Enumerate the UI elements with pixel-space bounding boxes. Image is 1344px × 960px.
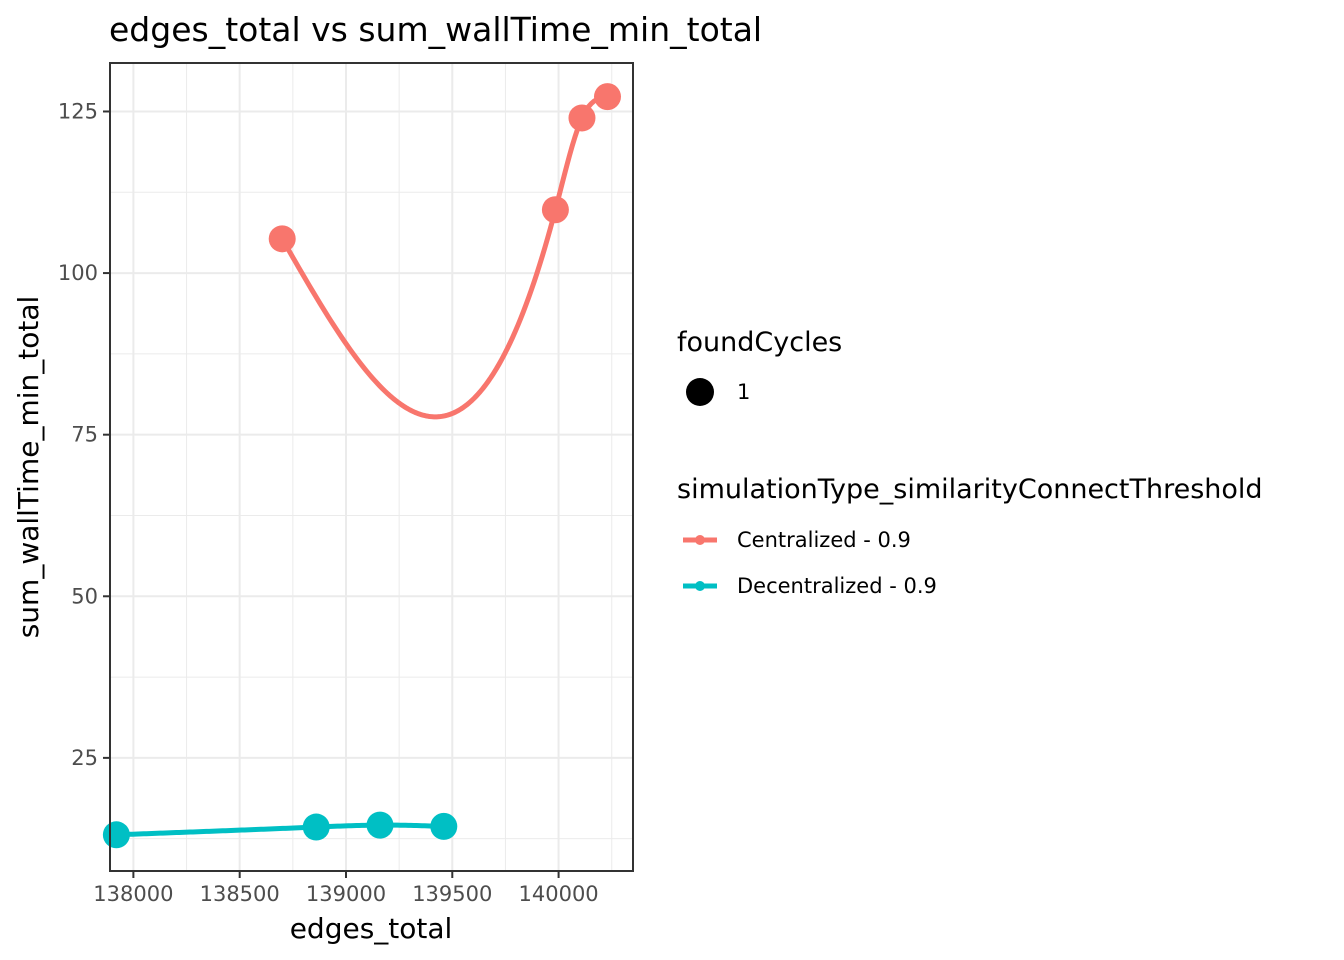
y-axis: 25 50 75 100 125 xyxy=(58,99,110,770)
x-axis-title: edges_total xyxy=(290,912,453,945)
legend-label: Decentralized - 0.9 xyxy=(737,574,937,598)
legend-label: Centralized - 0.9 xyxy=(737,528,911,552)
y-tick-label: 25 xyxy=(71,746,98,770)
x-tick-label: 139500 xyxy=(412,882,492,906)
data-point xyxy=(366,811,394,839)
data-point xyxy=(430,812,458,840)
series-0 xyxy=(268,83,621,420)
grid-major xyxy=(110,63,633,871)
y-tick-label: 100 xyxy=(58,261,98,285)
y-tick-label: 75 xyxy=(71,423,98,447)
legend-key-point xyxy=(695,581,705,591)
data-point xyxy=(593,83,621,111)
chart-title: edges_total vs sum_wallTime_min_total xyxy=(109,10,762,49)
y-tick-label: 125 xyxy=(58,99,98,123)
data-point xyxy=(102,821,130,849)
legend-label-1: 1 xyxy=(737,380,750,404)
series-layer xyxy=(102,83,621,849)
panel-background xyxy=(110,63,633,871)
data-point xyxy=(268,225,296,253)
legend-key-point-1 xyxy=(686,378,714,406)
panel-border xyxy=(109,62,634,872)
data-point xyxy=(302,813,330,841)
data-point xyxy=(541,196,569,224)
x-tick-label: 138000 xyxy=(93,882,173,906)
data-point xyxy=(568,104,596,132)
legend-title-foundCycles: foundCycles xyxy=(677,327,842,358)
y-tick-label: 50 xyxy=(71,584,98,608)
grid-minor xyxy=(110,63,633,871)
legend-foundCycles: foundCycles 1 xyxy=(677,327,842,406)
legend-key-point xyxy=(695,535,705,545)
x-tick-label: 139000 xyxy=(306,882,386,906)
x-tick-label: 140000 xyxy=(519,882,599,906)
y-axis-title: sum_wallTime_min_total xyxy=(12,296,45,639)
series-1 xyxy=(102,811,458,849)
x-tick-label: 138500 xyxy=(200,882,280,906)
legend-title-simulationType: simulationType_similarityConnectThreshol… xyxy=(677,474,1263,505)
legend-simulationType: simulationType_similarityConnectThreshol… xyxy=(677,474,1263,598)
x-axis: 138000 138500 139000 139500 140000 xyxy=(93,871,599,906)
plot-panel xyxy=(102,62,634,872)
